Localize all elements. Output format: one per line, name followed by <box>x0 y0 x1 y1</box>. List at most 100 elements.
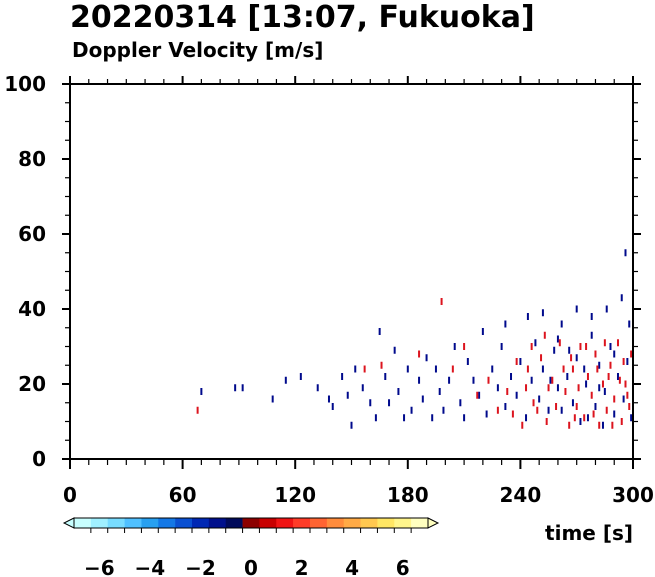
negative-velocity-point <box>200 388 203 395</box>
positive-velocity-point <box>532 399 535 407</box>
negative-velocity-point <box>500 343 503 350</box>
negative-velocity-point <box>530 376 533 384</box>
positive-velocity-point <box>196 406 199 414</box>
negative-velocity-point <box>299 373 302 380</box>
colorbar-segment <box>259 518 277 528</box>
positive-velocity-point <box>624 380 627 388</box>
negative-velocity-point <box>434 365 437 373</box>
negative-velocity-point <box>603 388 606 395</box>
positive-velocity-point <box>562 365 565 373</box>
negative-velocity-point <box>613 410 616 418</box>
negative-velocity-point <box>630 414 633 422</box>
negative-velocity-point <box>560 406 563 414</box>
negative-velocity-point <box>586 414 589 422</box>
negative-velocity-point <box>575 354 578 362</box>
positive-velocity-point <box>583 414 586 422</box>
positive-velocity-point <box>515 358 518 365</box>
colorbar-segment <box>377 518 395 528</box>
positive-velocity-point <box>521 421 524 429</box>
axes: 0 60 120 180 240 300 0 20 40 60 80 100 <box>4 72 654 507</box>
positive-velocity-point <box>594 350 597 358</box>
colorbar-segment <box>343 518 361 528</box>
colorbar-segment <box>175 518 193 528</box>
positive-velocity-point <box>496 406 499 414</box>
positive-velocity-point <box>590 391 593 399</box>
negative-velocity-point <box>341 373 344 380</box>
negative-velocity-point <box>459 399 462 407</box>
positive-velocity-point <box>585 343 588 350</box>
x-axis-label: time [s] <box>545 521 633 545</box>
negative-velocity-point <box>453 343 456 350</box>
positive-velocity-point <box>592 410 595 418</box>
colorbar-tick-label: 4 <box>345 556 359 577</box>
negative-velocity-point <box>590 313 593 320</box>
negative-velocity-point <box>431 414 434 422</box>
negative-velocity-point <box>526 313 529 320</box>
negative-velocity-point <box>472 376 475 384</box>
negative-velocity-point <box>622 395 625 403</box>
negative-velocity-point <box>519 358 522 365</box>
colorbar-tick-label: 6 <box>396 556 410 577</box>
plot-frame <box>69 83 634 460</box>
negative-velocity-point <box>541 365 544 373</box>
negative-velocity-point <box>481 328 484 335</box>
negative-velocity-point <box>568 346 571 354</box>
positive-velocity-point <box>568 421 571 429</box>
negative-velocity-point <box>442 406 445 414</box>
negative-velocity-point <box>410 406 413 414</box>
x-tick-label: 240 <box>500 483 542 507</box>
negative-velocity-point <box>403 414 406 422</box>
negative-velocity-point <box>571 399 574 407</box>
negative-velocity-point <box>504 403 507 410</box>
positive-velocity-point <box>605 406 608 414</box>
positive-velocity-point <box>543 331 546 339</box>
positive-velocity-point <box>577 384 580 392</box>
negative-velocity-point <box>378 328 381 335</box>
colorbar-tick-label: −2 <box>185 556 216 577</box>
colorbar-segment <box>310 518 328 528</box>
positive-velocity-point <box>586 373 589 380</box>
negative-velocity-point <box>234 384 237 392</box>
colorbar-segment <box>107 518 125 528</box>
negative-velocity-point <box>331 403 334 410</box>
colorbar-segment <box>276 518 294 528</box>
negative-velocity-point <box>271 395 274 403</box>
y-tick-label: 40 <box>18 297 46 321</box>
negative-velocity-point <box>547 406 550 414</box>
positive-velocity-point <box>555 403 558 410</box>
colorbar-tick-label: −4 <box>135 556 166 577</box>
positive-velocity-point <box>564 388 567 395</box>
negative-velocity-point <box>463 414 466 422</box>
negative-velocity-point <box>504 320 507 328</box>
positive-velocity-point <box>570 354 573 362</box>
negative-velocity-point <box>598 361 601 369</box>
positive-velocity-point <box>571 365 574 373</box>
negative-velocity-point <box>388 399 391 407</box>
positive-velocity-point <box>540 354 543 362</box>
negative-velocity-point <box>361 384 364 392</box>
positive-velocity-point <box>440 298 443 305</box>
colorbar: −6 −4 −2 0 2 4 6 <box>62 517 440 577</box>
negative-velocity-point <box>583 365 586 373</box>
negative-velocity-point <box>496 384 499 392</box>
negative-velocity-point <box>241 384 244 392</box>
negative-velocity-point <box>594 403 597 410</box>
colorbar-segment <box>90 518 109 528</box>
colorbar-tick-label: −6 <box>84 556 115 577</box>
colorbar-segment <box>242 518 260 528</box>
negative-velocity-point <box>327 395 330 403</box>
negative-velocity-point <box>628 320 631 328</box>
negative-velocity-point <box>613 350 616 358</box>
positive-velocity-point <box>418 350 421 358</box>
colorbar-segment <box>411 518 429 528</box>
positive-velocity-point <box>630 350 633 358</box>
negative-velocity-point <box>510 373 513 380</box>
colorbar-tick-label: 2 <box>295 556 309 577</box>
positive-velocity-point <box>626 391 629 399</box>
positive-velocity-point <box>526 365 529 373</box>
y-tick-label: 0 <box>32 447 46 471</box>
colorbar-min-arrow <box>62 517 75 529</box>
colorbar-segment <box>192 518 210 528</box>
negative-velocity-point <box>350 421 353 429</box>
